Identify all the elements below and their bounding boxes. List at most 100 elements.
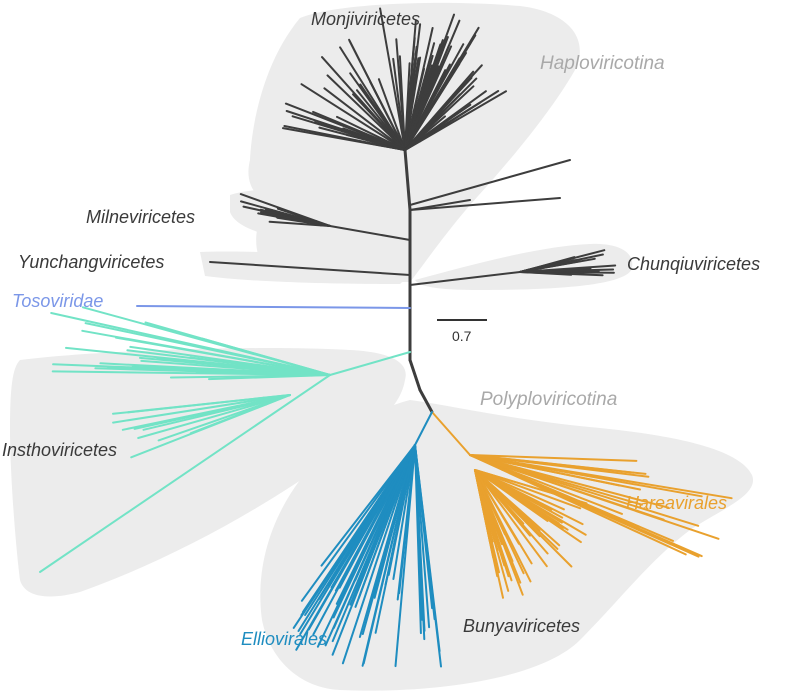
- monjiviricetes-leaf: [412, 43, 465, 136]
- chunqiuviricetes-stem: [519, 269, 530, 273]
- label-insthoviricetes: Insthoviricetes: [2, 440, 117, 460]
- elliovirales-leaf: [354, 464, 407, 582]
- monjiviricetes-leaf: [356, 89, 399, 142]
- haplo-branch: [409, 197, 561, 211]
- hareavirales-stem: [474, 469, 492, 477]
- milneviricetes-stem: [319, 222, 331, 227]
- label-yunchangviricetes: Yunchangviricetes: [18, 252, 164, 272]
- insthoviricetes-stem: [298, 370, 331, 376]
- hareavirales-leaf: [478, 480, 506, 547]
- monjiviricetes-leaf: [419, 90, 507, 143]
- haplo-branch: [409, 159, 571, 206]
- elliovirales-leaf: [332, 469, 404, 619]
- insthoviricetes-leaf: [52, 363, 290, 375]
- monjiviricetes-leaf: [326, 74, 395, 140]
- monjiviricetes-leaf: [369, 80, 401, 141]
- monjiviricetes-leaf: [377, 78, 403, 141]
- label-bunyaviricetes: Bunyaviricetes: [463, 616, 580, 636]
- insthoviricetes-leaf: [126, 349, 301, 373]
- trunk-branch: [408, 358, 422, 392]
- milneviricetes-leaf: [268, 208, 322, 225]
- monjiviricetes-leaf: [415, 101, 482, 144]
- hareavirales-leaf: [501, 468, 687, 556]
- chunqiuviricetes-leaf: [526, 271, 573, 276]
- insthoviricetes-leaf: [130, 403, 268, 459]
- insthoviricetes-leaf: [137, 400, 269, 439]
- elliovirales-stem: [414, 444, 418, 473]
- hareavirales-leaf: [494, 461, 643, 506]
- chunqiuviricetes-leaf: [533, 264, 617, 272]
- hareavirales-leaf: [493, 456, 635, 474]
- hareavirales-leaf: [487, 474, 565, 511]
- hareavirales-stem: [469, 454, 504, 471]
- elliovirales-leaf: [394, 477, 414, 668]
- hareavirales-leaf: [508, 460, 733, 500]
- elliovirales-leaf: [295, 474, 399, 651]
- hareavirales-leaf: [491, 458, 621, 487]
- monjiviricetes-branch: [403, 148, 412, 212]
- insthoviricetes-stem: [264, 394, 291, 399]
- yunchangviricetes-branch: [209, 261, 411, 276]
- chunqiuviricetes-leaf: [527, 259, 577, 272]
- monjiviricetes-leaf: [392, 57, 405, 138]
- insthoviricetes-leaf: [208, 374, 313, 381]
- elliovirales-leaf: [361, 477, 409, 667]
- insthoviricetes-leaf: [140, 359, 303, 374]
- hareavirales-leaf: [491, 463, 623, 521]
- tree-branches: [39, 7, 733, 668]
- elliovirales-leaf: [354, 468, 408, 608]
- insthoviricetes-branch: [39, 374, 331, 573]
- label-monjiviricetes: Monjiviricetes: [311, 9, 420, 29]
- hareavirales-leaf: [487, 476, 563, 524]
- insthoviricetes-leaf: [81, 306, 294, 366]
- elliovirales-leaf: [384, 465, 412, 586]
- insthoviricetes-leaf: [115, 336, 299, 371]
- monjiviricetes-leaf: [412, 63, 461, 139]
- label-chunqiuviricetes: Chunqiuviricetes: [627, 254, 760, 274]
- monjiviricetes-leaf: [313, 121, 393, 147]
- monjiviricetes-stem: [404, 133, 408, 151]
- insthoviricetes-leaf: [129, 345, 301, 372]
- label-tosoviridae: Tosoviridae: [12, 291, 103, 311]
- hareavirales-leaf: [484, 476, 549, 522]
- hareavirales-stem: [469, 454, 496, 459]
- monjiviricetes-leaf: [300, 83, 391, 142]
- elliovirales-leaf: [415, 470, 424, 621]
- scale-bar: 0.7: [437, 319, 487, 344]
- insthoviricetes-leaf: [65, 346, 292, 372]
- hareavirales-leaf: [484, 483, 548, 568]
- monjiviricetes-leaf: [321, 56, 394, 138]
- elliovirales-leaf: [320, 462, 402, 567]
- chunqiuviricetes-branch: [409, 271, 521, 286]
- insthoviricetes-leaf: [157, 400, 272, 442]
- elliovirales-stem: [397, 444, 416, 471]
- label-milneviricetes: Milneviricetes: [86, 207, 195, 227]
- monjiviricetes-leaf: [409, 65, 440, 139]
- label-haploviricotina: Haploviricotina: [540, 53, 665, 74]
- monjiviricetes-leaf: [336, 115, 396, 146]
- elliovirales-leaf: [358, 472, 408, 638]
- clade-labels: Monjiviricetes Haploviricotina Milneviri…: [2, 9, 760, 649]
- hareavirales-leaf: [481, 484, 525, 575]
- milneviricetes-branch: [329, 225, 411, 241]
- monjiviricetes-leaf: [339, 46, 397, 136]
- monjiviricetes-leaf: [405, 48, 415, 136]
- monjiviricetes-leaf: [323, 87, 394, 142]
- tosoviridae-branch: [136, 305, 411, 309]
- monjiviricetes-leaf: [408, 27, 434, 133]
- scale-bar-value: 0.7: [452, 328, 472, 344]
- elliovirales-leaf: [396, 467, 414, 601]
- insthoviricetes-hull: [10, 348, 406, 597]
- hareavirales-leaf: [477, 481, 499, 552]
- monjiviricetes-leaf: [312, 110, 393, 146]
- monjiviricetes-stem: [390, 143, 406, 151]
- hareavirales-leaf: [503, 464, 700, 527]
- monjiviricetes-leaf: [398, 55, 406, 137]
- elliovirales-leaf: [299, 472, 399, 636]
- chunqiuviricetes-leaf: [533, 268, 615, 273]
- hareavirales-leaf: [485, 474, 553, 511]
- label-polyploviricotina: Polyploviricotina: [480, 389, 617, 410]
- label-hareavirales: Hareavirales: [626, 493, 727, 513]
